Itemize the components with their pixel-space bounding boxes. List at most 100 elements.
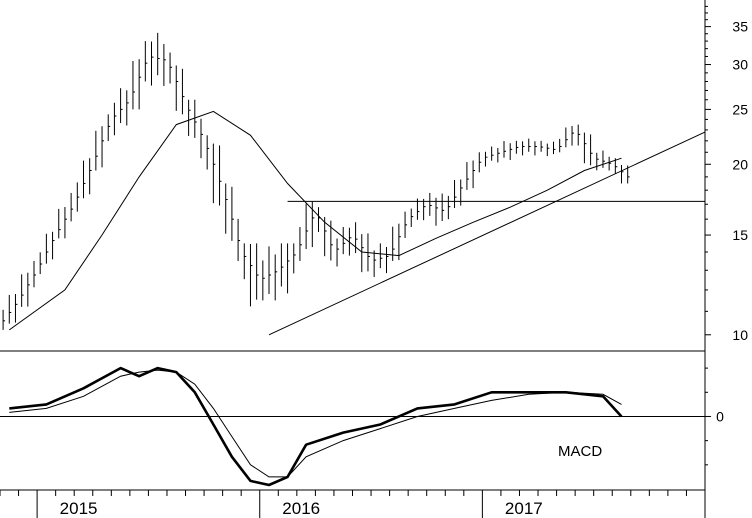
- macd-y-ticks: 0: [705, 367, 724, 466]
- price-bar: [256, 243, 259, 300]
- price-y-ticks: 10 15 20 25 30 35: [705, 5, 748, 343]
- price-bar: [590, 134, 593, 166]
- price-bar: [423, 198, 426, 221]
- price-bar: [58, 208, 61, 239]
- price-bar: [429, 192, 432, 216]
- price-bar: [472, 160, 476, 189]
- price-bar: [305, 203, 309, 250]
- price-bar: [355, 222, 358, 254]
- price-bar: [287, 243, 290, 294]
- price-bar: [249, 243, 253, 307]
- price-bar: [126, 90, 129, 126]
- time-ticks: [0, 490, 706, 518]
- time-label: 2016: [282, 499, 320, 518]
- time-label: 2017: [505, 499, 543, 518]
- price-bar: [386, 246, 389, 274]
- price-bar: [120, 88, 123, 124]
- price-bar: [206, 135, 210, 170]
- price-bar: [293, 243, 296, 274]
- price-bar: [478, 152, 482, 173]
- price-bar: [64, 207, 67, 239]
- price-bar: [169, 52, 173, 84]
- price-bar: [491, 146, 494, 161]
- price-bar: [348, 227, 352, 256]
- price-bar: [466, 162, 469, 190]
- price-bar: [404, 211, 408, 238]
- price-bar: [608, 156, 612, 171]
- time-labels: 2015 2016 2017: [60, 499, 543, 518]
- macd-panel: 0 MACD: [0, 366, 724, 487]
- price-bar: [212, 143, 216, 204]
- price-bar: [379, 243, 383, 269]
- price-bar: [39, 252, 43, 275]
- price-y-tick-label: 15: [732, 227, 748, 243]
- price-y-tick-label: 35: [732, 19, 748, 35]
- price-bar: [101, 126, 105, 168]
- price-annotations: [268, 131, 706, 336]
- price-bar: [583, 132, 587, 164]
- price-bar: [237, 218, 241, 261]
- price-bar: [8, 294, 12, 324]
- price-y-tick-label: 10: [732, 327, 748, 343]
- trendline: [268, 131, 706, 336]
- price-bar: [27, 272, 30, 307]
- price-bar: [89, 158, 92, 195]
- price-bar: [540, 140, 544, 152]
- price-bar: [416, 198, 420, 220]
- price-bar: [324, 217, 327, 257]
- price-bar: [342, 226, 346, 255]
- price-bars: [2, 32, 630, 330]
- price-bar: [311, 201, 315, 248]
- time-label: 2015: [60, 499, 98, 518]
- price-bar: [373, 250, 377, 277]
- price-bar: [113, 102, 117, 136]
- price-bar: [398, 223, 401, 261]
- price-bar: [577, 124, 581, 146]
- price-bar: [21, 274, 24, 307]
- price-bar: [262, 260, 265, 301]
- macd-label: MACD: [558, 443, 602, 460]
- price-bar: [144, 41, 148, 82]
- price-bar: [441, 193, 445, 221]
- price-bar: [546, 143, 550, 157]
- price-bar: [14, 294, 18, 323]
- price-bar: [188, 99, 191, 136]
- price-bar: [317, 207, 321, 232]
- price-bar: [138, 59, 142, 110]
- price-bar: [132, 61, 135, 110]
- price-bar: [107, 114, 111, 142]
- price-bar: [299, 227, 302, 261]
- price-bar: [503, 141, 507, 158]
- price-bar: [552, 141, 556, 155]
- price-bar: [200, 118, 203, 159]
- price-bar: [181, 68, 185, 115]
- price-bar: [330, 220, 333, 261]
- price-bar: [522, 141, 525, 156]
- price-bar: [484, 151, 488, 167]
- price-bar: [559, 138, 562, 153]
- price-bar: [410, 208, 414, 227]
- price-bar: [194, 99, 197, 138]
- price-bar: [163, 44, 166, 86]
- price-bar: [268, 246, 272, 294]
- price-bar: [454, 180, 457, 208]
- price-bar: [274, 254, 278, 301]
- price-bar: [33, 260, 37, 288]
- price-bar: [447, 195, 451, 220]
- price-bar: [280, 243, 284, 287]
- macd-line: [9, 366, 623, 487]
- price-bar: [2, 309, 6, 330]
- price-bar: [336, 238, 340, 267]
- price-bar: [435, 197, 438, 226]
- price-bar: [219, 145, 222, 206]
- price-bar: [52, 231, 55, 260]
- price-bar: [243, 243, 247, 280]
- price-bar: [95, 130, 98, 171]
- price-bar: [596, 152, 599, 171]
- moving-average-line: [9, 110, 622, 331]
- price-y-tick-label: 25: [732, 101, 748, 117]
- price-bar: [497, 147, 500, 163]
- price-bar: [528, 138, 531, 152]
- price-y-tick-label: 30: [732, 57, 748, 73]
- price-bar: [76, 182, 80, 212]
